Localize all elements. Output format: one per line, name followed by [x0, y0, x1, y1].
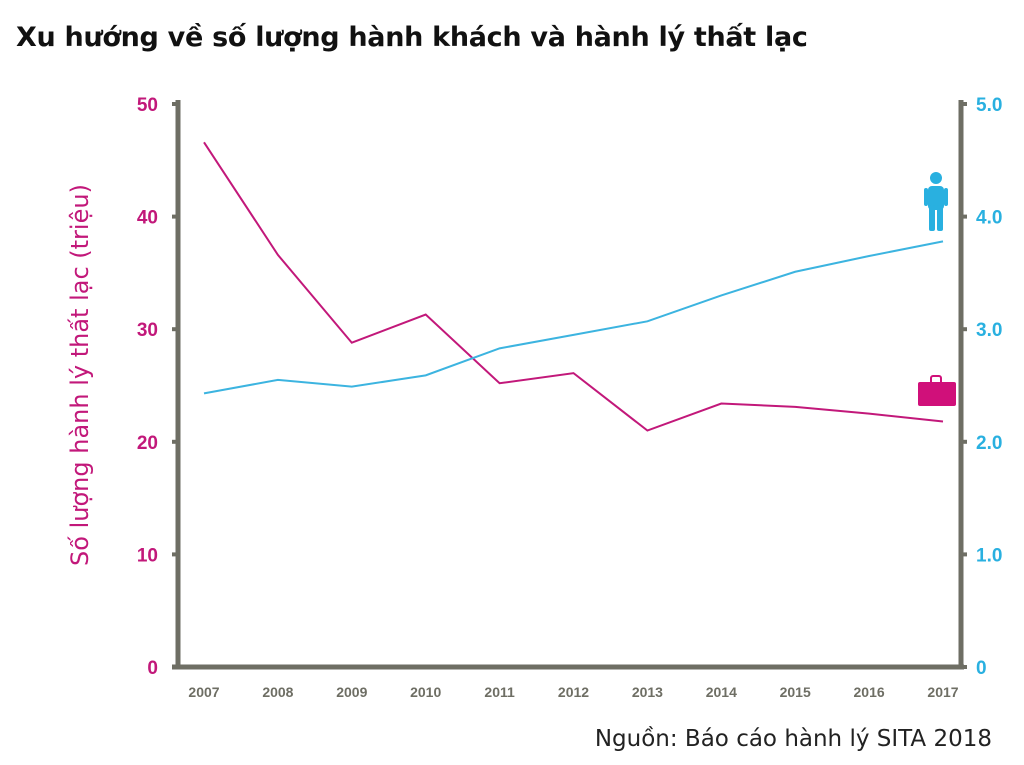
left-tick-label: 30 — [137, 320, 158, 341]
right-tick-label: 5.0 — [976, 95, 1002, 116]
person-icon — [924, 172, 948, 231]
x-tick-label: 2015 — [780, 684, 811, 700]
right-tick-label: 1.0 — [976, 545, 1002, 566]
chart-title: Xu hướng về số lượng hành khách và hành … — [16, 22, 808, 53]
right-tick-label: 3.0 — [976, 320, 1002, 341]
x-tick-label: 2017 — [927, 684, 958, 700]
x-tick-label: 2010 — [410, 684, 441, 700]
x-tick-label: 2008 — [262, 684, 293, 700]
x-tick-label: 2014 — [706, 684, 737, 700]
series-line-lost-baggage — [203, 141, 944, 432]
source-note: Nguồn: Báo cáo hành lý SITA 2018 — [594, 726, 992, 752]
right-tick-label: 0 — [976, 658, 987, 679]
x-tick-label: 2012 — [558, 684, 589, 700]
right-tick-label: 4.0 — [976, 208, 1002, 229]
left-tick-label: 10 — [137, 545, 158, 566]
x-tick-label: 2011 — [484, 684, 515, 700]
right-tick-label: 2.0 — [976, 433, 1002, 454]
x-tick-label: 2007 — [188, 684, 219, 700]
left-tick-label: 40 — [137, 208, 158, 229]
x-tick-label: 2016 — [854, 684, 885, 700]
series-line-passengers — [203, 240, 944, 395]
left-tick-label: 20 — [137, 433, 158, 454]
left-tick-label: 0 — [147, 658, 158, 679]
left-tick-label: 50 — [137, 95, 158, 116]
suitcase-icon — [918, 375, 956, 406]
y-axis-title: Số lượng hành lý thất lạc (triệu) — [66, 184, 94, 566]
x-tick-label: 2013 — [632, 684, 663, 700]
x-tick-label: 2009 — [336, 684, 367, 700]
